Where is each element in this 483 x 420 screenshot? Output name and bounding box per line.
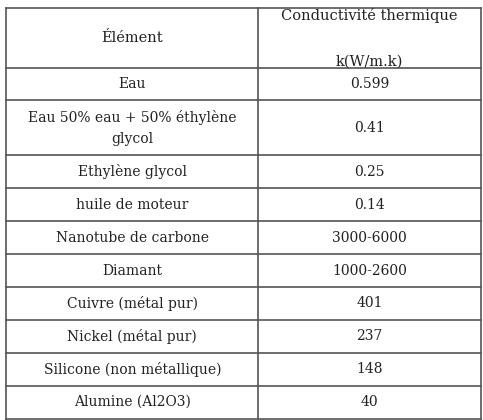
- Text: 3000-6000: 3000-6000: [332, 231, 407, 244]
- Text: Eau 50% eau + 50% éthylène
glycol: Eau 50% eau + 50% éthylène glycol: [28, 110, 237, 146]
- Text: Ethylène glycol: Ethylène glycol: [78, 164, 187, 179]
- Text: huile de moteur: huile de moteur: [76, 198, 188, 212]
- Text: 40: 40: [361, 395, 379, 409]
- Text: 0.14: 0.14: [355, 198, 385, 212]
- Text: Élément: Élément: [101, 31, 163, 45]
- Text: Diamant: Diamant: [102, 263, 162, 278]
- Text: Conductivité thermique

k(W/m.k): Conductivité thermique k(W/m.k): [282, 8, 458, 68]
- Text: 0.599: 0.599: [350, 77, 389, 91]
- Text: Alumine (Al2O3): Alumine (Al2O3): [74, 395, 191, 409]
- Text: 0.41: 0.41: [355, 121, 385, 135]
- Text: 401: 401: [356, 297, 383, 310]
- Text: Nickel (métal pur): Nickel (métal pur): [68, 329, 197, 344]
- Text: 148: 148: [356, 362, 383, 376]
- Text: 237: 237: [356, 329, 383, 343]
- Text: Cuivre (métal pur): Cuivre (métal pur): [67, 296, 198, 311]
- Text: Nanotube de carbone: Nanotube de carbone: [56, 231, 209, 244]
- Text: 1000-2600: 1000-2600: [332, 263, 407, 278]
- Text: Eau: Eau: [118, 77, 146, 91]
- Text: 0.25: 0.25: [355, 165, 385, 179]
- Text: Silicone (non métallique): Silicone (non métallique): [43, 362, 221, 377]
